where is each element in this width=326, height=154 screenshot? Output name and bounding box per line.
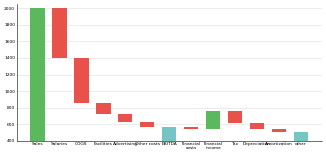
Bar [228,111,242,123]
Bar [162,127,176,154]
Bar [294,132,308,154]
Bar [250,123,264,129]
Bar [30,8,45,154]
Bar [96,103,111,114]
Bar [140,122,155,127]
Bar [118,114,132,122]
Bar [74,58,89,103]
Bar [52,8,67,58]
Bar [272,129,286,132]
Bar [206,111,220,129]
Bar [184,127,198,129]
